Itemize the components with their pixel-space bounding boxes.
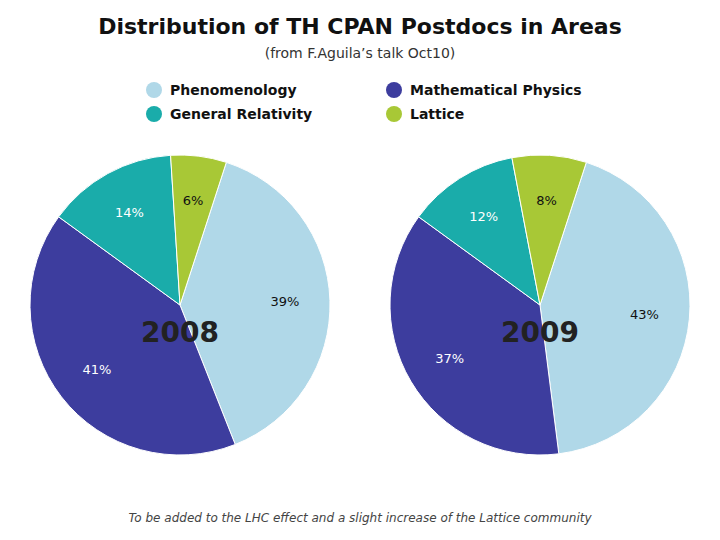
data-label: 37% bbox=[435, 351, 464, 366]
slice bbox=[171, 155, 227, 305]
data-label: 8% bbox=[536, 193, 557, 208]
legend-swatch bbox=[146, 106, 162, 122]
legend-item: General Relativity bbox=[146, 106, 312, 122]
legend-label: Phenomenology bbox=[170, 82, 297, 98]
legend-label: Mathematical Physics bbox=[410, 82, 582, 98]
series-name: 2009 bbox=[501, 316, 579, 349]
data-label: 6% bbox=[183, 193, 204, 208]
legend-swatch bbox=[146, 82, 162, 98]
data-label: 12% bbox=[469, 209, 498, 224]
legend-item: Lattice bbox=[386, 106, 464, 122]
legend-item: Phenomenology bbox=[146, 82, 297, 98]
data-label: 39% bbox=[270, 294, 299, 309]
slice bbox=[512, 155, 586, 305]
data-label: 41% bbox=[83, 362, 112, 377]
legend-swatch bbox=[386, 82, 402, 98]
annotation: To be added to the LHC effect and a slig… bbox=[128, 511, 592, 525]
slice bbox=[59, 155, 180, 305]
pie: 43% 37% 12% 8% 2009 bbox=[390, 155, 690, 455]
subtitle: (from F.Aguila’s talk Oct10) bbox=[265, 45, 456, 61]
pie: 39% 41% 14% 6% 2008 bbox=[30, 155, 330, 455]
data-label: 43% bbox=[630, 307, 659, 322]
series-name: 2008 bbox=[141, 316, 219, 349]
legend-swatch bbox=[386, 106, 402, 122]
legend-item: Mathematical Physics bbox=[386, 82, 582, 98]
chart: Distribution of TH CPAN Postdocs in Area… bbox=[0, 0, 720, 540]
title: Distribution of TH CPAN Postdocs in Area… bbox=[98, 14, 622, 39]
legend-label: General Relativity bbox=[170, 106, 312, 122]
legend-label: Lattice bbox=[410, 106, 464, 122]
legend: Phenomenology Mathematical Physics General… bbox=[146, 82, 582, 122]
data-label: 14% bbox=[115, 205, 144, 220]
